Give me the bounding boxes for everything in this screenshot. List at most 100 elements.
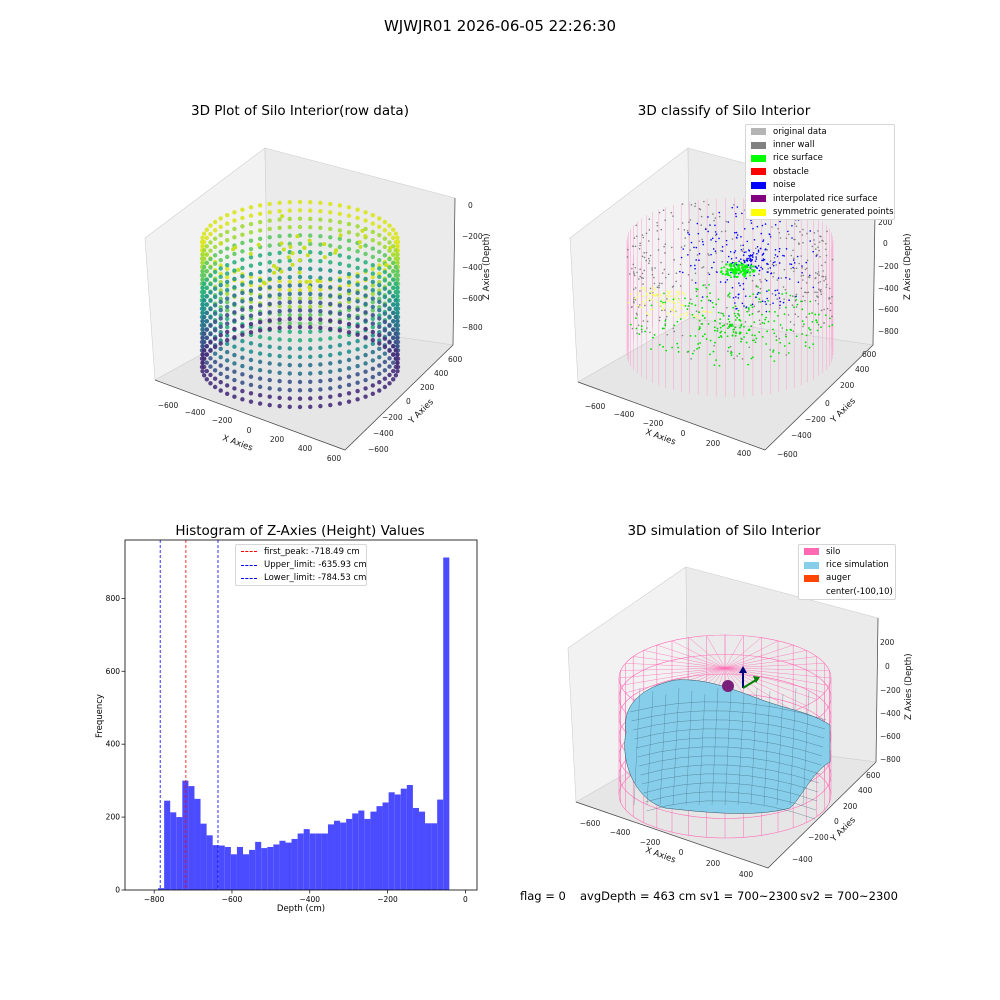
- raw-point: [346, 357, 352, 363]
- raw-point: [240, 299, 245, 304]
- noise-point: [711, 237, 714, 240]
- raw-point: [277, 317, 282, 322]
- inner-wall-point: [778, 232, 781, 234]
- raw-point: [382, 278, 388, 283]
- rice-surface-point: [758, 331, 761, 334]
- raw-point: [328, 394, 333, 399]
- inner-wall-point: [816, 291, 818, 294]
- noise-point: [743, 251, 746, 254]
- rice-surface-point: [739, 271, 742, 274]
- status-avg-depth: avgDepth = 463 cm sv1 = 700~2300: [580, 889, 798, 903]
- raw-point: [308, 371, 313, 376]
- raw-point: [218, 379, 223, 385]
- noise-point: [752, 227, 754, 230]
- raw-point: [200, 277, 205, 282]
- histogram-bar: [400, 788, 407, 890]
- inner-wall-point: [683, 245, 686, 247]
- simulation-z-tick: 0: [885, 662, 890, 671]
- raw-point: [224, 283, 230, 288]
- histogram-bar: [394, 794, 401, 890]
- raw-point: [212, 328, 218, 333]
- raw-point: [224, 291, 230, 296]
- raw-point: [337, 401, 343, 406]
- noise-point: [782, 301, 785, 304]
- inner-wall-point: [645, 232, 648, 235]
- raw-point: [318, 284, 323, 289]
- raw-point: [248, 313, 254, 318]
- histogram-bar: [334, 820, 341, 890]
- rice-surface-point: [801, 333, 804, 335]
- raw-point: [377, 232, 382, 238]
- noise-point: [734, 302, 736, 304]
- inner-wall-point: [744, 321, 747, 323]
- raw-point: [391, 277, 396, 282]
- noise-point: [753, 274, 755, 277]
- noise-point: [769, 267, 772, 269]
- inner-wall-point: [792, 330, 795, 333]
- rice-surface-point: [640, 325, 643, 328]
- inner-wall-point: [819, 235, 821, 238]
- legend-swatch: [751, 195, 766, 203]
- raw-point: [318, 362, 323, 367]
- rice-surface-point: [694, 335, 697, 337]
- histogram-x-tick-label: −600: [222, 895, 243, 904]
- noise-point: [701, 240, 704, 243]
- histogram-x-ticks: −800 −600 −400 −200 0: [144, 890, 468, 904]
- silo-roof-line: [724, 656, 817, 669]
- symmetric-point: [683, 312, 685, 315]
- rice-surface-point: [758, 298, 761, 300]
- inner-wall-point: [667, 273, 670, 276]
- raw-point: [370, 296, 376, 301]
- noise-point: [770, 272, 772, 275]
- inner-wall-point: [822, 275, 825, 278]
- inner-wall-point: [635, 224, 638, 227]
- raw-point: [277, 387, 282, 392]
- inner-wall-point: [635, 235, 638, 238]
- inner-wall-point: [664, 323, 667, 325]
- noise-point: [716, 271, 718, 274]
- noise-point: [702, 243, 705, 246]
- raw-point: [218, 232, 223, 238]
- raw-point: [363, 276, 368, 282]
- inner-wall-point: [707, 272, 709, 274]
- rice-surface-point: [661, 327, 664, 330]
- raw-x-axis: [154, 379, 346, 451]
- rice-surface-point: [635, 317, 637, 319]
- inner-wall-point: [677, 228, 680, 230]
- raw-point: [297, 279, 303, 285]
- raw-point: [224, 299, 230, 305]
- symmetric-point: [676, 291, 679, 293]
- symmetric-point: [693, 315, 695, 318]
- histogram-bar: [382, 802, 389, 890]
- rice-surface-point: [741, 273, 744, 276]
- classify-3d-plot: −600 −400 −200 0 200 400 −600 −400 −200 …: [569, 147, 913, 459]
- raw-point: [308, 404, 313, 409]
- raw-point: [208, 364, 213, 369]
- raw-point: [257, 211, 263, 216]
- raw-point: [370, 329, 376, 335]
- noise-point: [745, 259, 748, 262]
- rice-surface-point: [653, 334, 656, 336]
- raw-point: [297, 266, 303, 271]
- legend-swatch: [751, 141, 766, 149]
- noise-point: [772, 302, 774, 304]
- raw-point: [257, 261, 263, 266]
- rice-surface-point: [831, 324, 834, 326]
- raw-point: [382, 236, 388, 241]
- raw-point: [275, 266, 280, 271]
- noise-point: [733, 231, 736, 234]
- raw-point: [267, 310, 272, 315]
- raw-point: [248, 271, 254, 277]
- inner-wall-point: [731, 238, 734, 240]
- raw-point: [387, 348, 392, 353]
- raw-point: [287, 216, 292, 222]
- noise-point: [769, 236, 772, 238]
- raw-point: [218, 341, 223, 346]
- inner-wall-point: [798, 243, 800, 245]
- noise-point: [785, 248, 788, 250]
- rice-surface-point: [757, 285, 759, 288]
- rice-surface-point: [738, 314, 741, 317]
- raw-point: [308, 291, 313, 297]
- raw-point: [346, 280, 352, 285]
- raw-point: [393, 373, 399, 378]
